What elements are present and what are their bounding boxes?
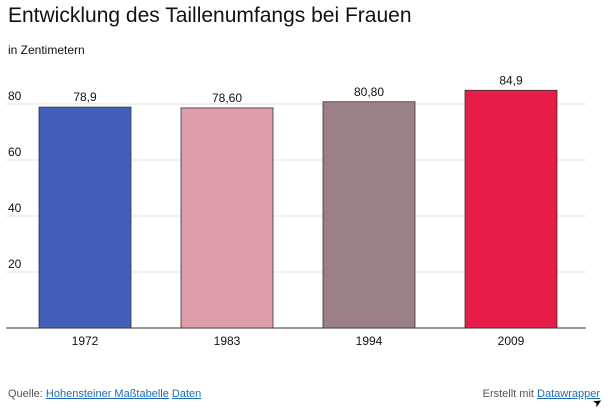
x-tick-label: 1983 — [214, 334, 241, 348]
chart-subtitle: in Zentimetern — [8, 43, 85, 57]
bar-value-label: 84,9 — [499, 73, 523, 87]
credit-link-datawrapper[interactable]: Datawrapper — [537, 388, 600, 400]
y-tick-label: 80 — [8, 89, 22, 103]
bar — [180, 107, 274, 329]
bar-value-label: 78,9 — [73, 90, 97, 104]
credit-line: Erstellt mit Datawrapper — [483, 388, 600, 400]
x-tick-label: 2009 — [498, 334, 525, 348]
bar-chart: 20 40 60 80 78,9 1972 78,60 1983 80,80 1994 84,9 20… — [6, 73, 586, 348]
bar-value-label: 78,60 — [212, 91, 242, 105]
x-tick-label: 1972 — [72, 334, 99, 348]
source-link-masstabelle[interactable]: Hohensteiner Maßtabelle — [45, 388, 169, 400]
bar-value-label: 80,80 — [354, 85, 384, 99]
source-line: Quelle: Hohensteiner Maßtabelle Daten — [8, 388, 201, 400]
chart-title: Entwicklung des Taillenumfangs bei Fraue… — [8, 4, 412, 27]
y-tick-label: 20 — [8, 257, 22, 271]
source-link-daten[interactable]: Daten — [171, 388, 202, 400]
y-tick-label: 60 — [8, 145, 22, 159]
y-tick-label: 40 — [8, 201, 22, 215]
bar — [38, 106, 132, 329]
source-prefix: Quelle: — [8, 388, 43, 400]
labels: 20 40 60 80 78,9 1972 78,60 1983 80,80 1994 84,9 20… — [8, 73, 525, 348]
bars — [38, 89, 558, 329]
mouse-cursor-icon: ➤ — [590, 395, 605, 411]
x-tick-label: 1994 — [356, 334, 383, 348]
credit-prefix: Erstellt mit — [482, 388, 534, 400]
bar — [322, 101, 416, 329]
bar — [464, 89, 558, 329]
